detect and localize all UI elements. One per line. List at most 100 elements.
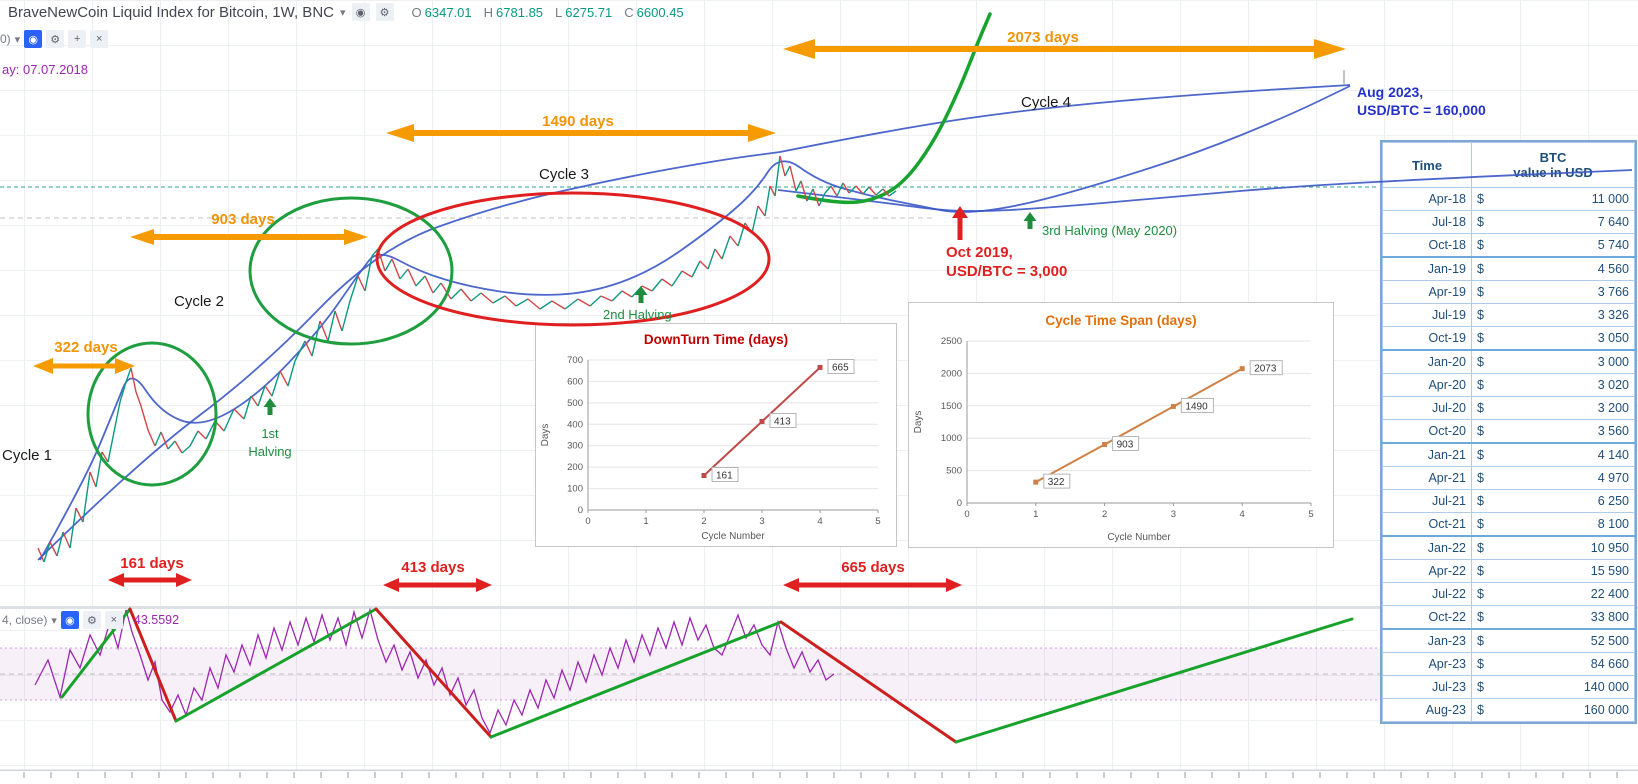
svg-text:5: 5 (875, 516, 880, 527)
table-row: Oct-20 $3 560 (1382, 419, 1635, 444)
svg-text:0: 0 (957, 498, 962, 509)
value-cell: $8 100 (1471, 512, 1635, 537)
time-axis[interactable] (0, 770, 1638, 784)
table-header-row: Time BTC value in USD (1382, 142, 1635, 188)
table-row: Aug-23 $160 000 (1382, 698, 1635, 722)
close-icon[interactable]: × (90, 30, 109, 48)
time-cell: Jan-20 (1382, 349, 1472, 374)
table-row: Apr-18 $11 000 (1382, 187, 1635, 211)
svg-text:903: 903 (1117, 439, 1134, 450)
svg-text:322: 322 (1048, 477, 1065, 488)
svg-text:Cycle Time Span (days): Cycle Time Span (days) (1045, 313, 1196, 328)
time-cell: Jul-22 (1382, 582, 1472, 606)
svg-text:400: 400 (567, 419, 583, 430)
table-row: Oct-19 $3 050 (1382, 326, 1635, 351)
time-cell: Jan-22 (1382, 535, 1472, 560)
table-row: Jul-19 $3 326 (1382, 303, 1635, 327)
table-row: Apr-20 $3 020 (1382, 373, 1635, 397)
time-cell: Oct-20 (1382, 419, 1472, 444)
ohlc-values: O 6347.01 H 6781.85 L 6275.71 C 6600.45 (412, 5, 684, 20)
svg-text:0: 0 (585, 516, 590, 527)
value-cell: $10 950 (1471, 535, 1635, 560)
value-cell: $4 560 (1471, 256, 1635, 281)
value-cell: $5 740 (1471, 233, 1635, 258)
indicator-legend-top: 0) ▾ ◉ ⚙ + × (0, 30, 109, 48)
high-label: H (483, 4, 494, 20)
svg-text:Cycle Number: Cycle Number (701, 531, 765, 542)
time-cell: Jul-18 (1382, 210, 1472, 234)
table-row: Jul-21 $6 250 (1382, 489, 1635, 513)
chevron-down-icon[interactable]: ▾ (51, 614, 57, 627)
table-row: Oct-18 $5 740 (1382, 233, 1635, 258)
svg-text:600: 600 (567, 376, 583, 387)
plus-icon[interactable]: + (68, 30, 87, 48)
svg-text:500: 500 (946, 466, 962, 477)
cyclespan-inset-chart: 0 500 1000 1500 2000 2500 0 1 2 3 4 5 Cycle Time Spa… (908, 302, 1334, 548)
time-cell: Jul-19 (1382, 303, 1472, 327)
time-cell: Jul-23 (1382, 675, 1472, 699)
oscillator-legend-text[interactable]: 4, close) (2, 613, 48, 627)
svg-text:413: 413 (774, 417, 791, 428)
symbol-title[interactable]: BraveNewCoin Liquid Index for Bitcoin, 1… (8, 3, 334, 21)
svg-text:4: 4 (817, 516, 822, 527)
svg-text:Days: Days (913, 411, 924, 434)
eye-icon[interactable]: ◉ (60, 611, 79, 629)
open-label: O (411, 4, 422, 20)
time-cell: Apr-18 (1382, 187, 1472, 211)
svg-text:500: 500 (567, 398, 583, 409)
svg-text:DownTurn Time (days): DownTurn Time (days) (644, 332, 788, 347)
close-icon[interactable]: × (104, 611, 123, 629)
svg-text:2000: 2000 (941, 368, 962, 379)
value-cell: $3 020 (1471, 373, 1635, 397)
svg-text:Cycle Number: Cycle Number (1107, 532, 1171, 543)
table-row: Jul-23 $140 000 (1382, 675, 1635, 699)
value-cell: $84 660 (1471, 652, 1635, 676)
time-cell: Apr-20 (1382, 373, 1472, 397)
crosshair-date: ay: 07.07.2018 (2, 62, 89, 77)
low-label: L (555, 4, 563, 20)
value-cell: $3 200 (1471, 396, 1635, 420)
value-cell: $22 400 (1471, 582, 1635, 606)
value-cell: $3 560 (1471, 419, 1635, 444)
time-cell: Aug-23 (1382, 698, 1472, 722)
value-cell: $15 590 (1471, 559, 1635, 583)
ohlc-high: H 6781.85 (484, 5, 543, 20)
svg-text:300: 300 (567, 441, 583, 452)
table-row: Jan-23 $52 500 (1382, 628, 1635, 653)
time-cell: Jan-23 (1382, 628, 1472, 653)
pane-divider[interactable] (0, 606, 1638, 609)
chevron-down-icon[interactable]: ▾ (339, 6, 346, 19)
time-cell: Jan-21 (1382, 442, 1472, 467)
gear-icon[interactable]: ⚙ (46, 30, 65, 48)
value-cell: $3 766 (1471, 280, 1635, 304)
table-row: Jan-20 $3 000 (1382, 349, 1635, 374)
time-column-header: Time (1382, 142, 1472, 188)
svg-text:2500: 2500 (941, 336, 962, 347)
svg-text:2: 2 (701, 516, 706, 527)
settings-icon[interactable]: ⚙ (375, 3, 394, 21)
gear-icon[interactable]: ⚙ (82, 611, 101, 629)
table-row: Oct-22 $33 800 (1382, 605, 1635, 630)
close-value: 6600.45 (636, 4, 684, 20)
value-cell: $140 000 (1471, 675, 1635, 699)
time-cell: Oct-21 (1382, 512, 1472, 537)
visibility-icon[interactable]: ◉ (351, 3, 370, 21)
svg-text:Days: Days (540, 424, 551, 447)
open-value: 6347.01 (424, 4, 472, 20)
chevron-down-icon[interactable]: ▾ (14, 33, 21, 46)
inset-series (1035, 367, 1243, 484)
table-row: Jan-19 $4 560 (1382, 256, 1635, 281)
time-cell: Apr-21 (1382, 466, 1472, 490)
eye-icon[interactable]: ◉ (24, 30, 43, 48)
svg-text:1490: 1490 (1185, 401, 1208, 412)
table-row: Jan-22 $10 950 (1382, 535, 1635, 560)
oscillator-legend: 4, close) ▾ ◉ ⚙ × 43.5592 (2, 611, 179, 629)
indicator-legend-text[interactable]: 0) (0, 32, 11, 46)
table-row: Oct-21 $8 100 (1382, 512, 1635, 537)
btc-header-line2: value in USD (1513, 165, 1593, 180)
high-value: 6781.85 (496, 4, 544, 20)
time-cell: Oct-19 (1382, 326, 1472, 351)
svg-text:2073: 2073 (1254, 364, 1277, 375)
svg-text:0: 0 (964, 509, 969, 520)
